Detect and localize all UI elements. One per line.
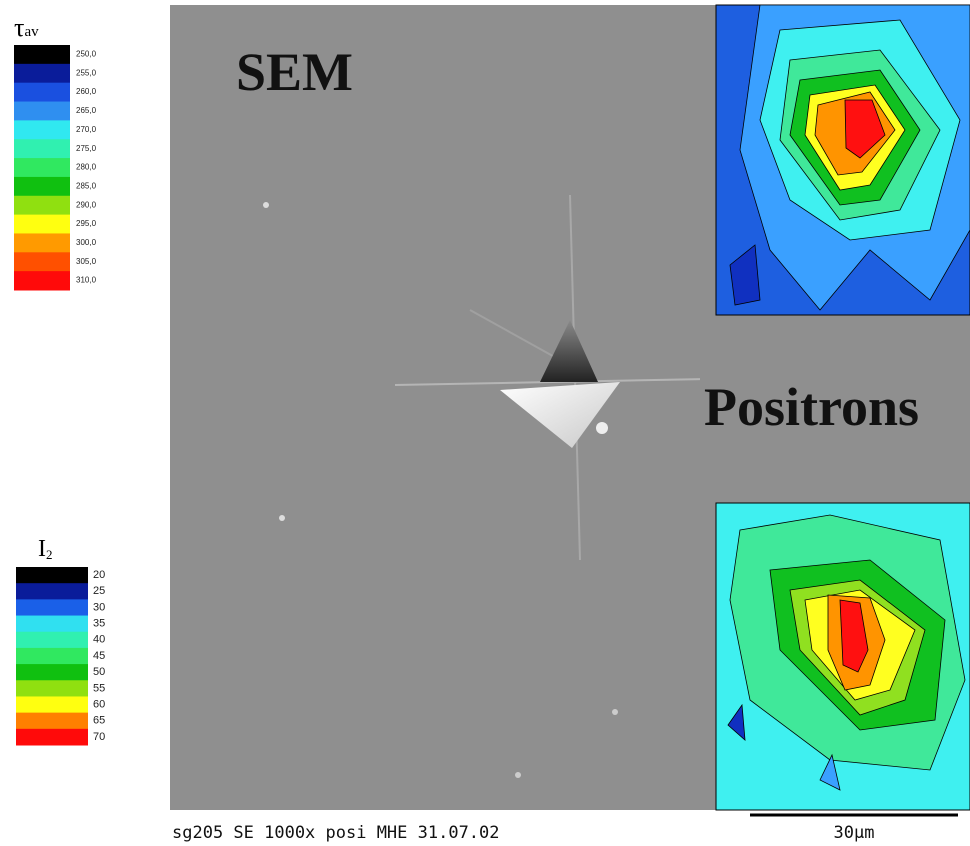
legend-label: 310,0	[76, 276, 97, 285]
legend-title: τav	[14, 13, 39, 42]
caption-scale: 30µm	[834, 823, 875, 843]
legend-swatch	[16, 713, 88, 730]
legend-label: 40	[93, 634, 105, 646]
legend-swatch	[16, 599, 88, 616]
legend-swatch	[14, 158, 70, 177]
legend-label: 285,0	[76, 181, 97, 190]
legend-swatch	[14, 45, 70, 64]
legend-label: 260,0	[76, 87, 97, 96]
legend-symbol: I	[38, 536, 46, 562]
legend-swatch	[16, 616, 88, 633]
caption-info: sg205 SE 1000x posi MHE 31.07.02	[172, 823, 500, 843]
legend-swatch	[16, 680, 88, 697]
legend-label: 50	[93, 666, 105, 678]
legend-label: 295,0	[76, 219, 97, 228]
legend-swatch	[14, 271, 70, 290]
legend-label: 55	[93, 682, 105, 694]
legend-swatch	[16, 648, 88, 665]
contour-map-bottom	[716, 503, 970, 810]
legend-swatch	[16, 664, 88, 681]
legend-label: 60	[93, 698, 105, 710]
legend-swatch	[14, 252, 70, 271]
legend-swatch	[14, 139, 70, 158]
legend-label: 35	[93, 618, 105, 630]
legend-label: 30	[93, 601, 105, 613]
legend-swatch	[16, 632, 88, 649]
legend-title: I2	[38, 536, 53, 562]
legend-label: 305,0	[76, 257, 97, 266]
legend-label: 265,0	[76, 106, 97, 115]
legend-swatch	[14, 64, 70, 83]
legend-swatch	[14, 233, 70, 252]
legend-subscript: av	[24, 24, 39, 40]
sem-label: SEM	[236, 42, 353, 102]
legend-label: 255,0	[76, 68, 97, 77]
legend-swatch	[16, 696, 88, 713]
legend-swatch	[14, 215, 70, 234]
page: {"legends": [ {"symbol": "τ", "subscript…	[0, 0, 970, 846]
legend-label: 70	[93, 731, 105, 743]
legend-label: 300,0	[76, 238, 97, 247]
legend-swatch	[16, 583, 88, 600]
legend-label: 45	[93, 650, 105, 662]
maps-label: Positrons	[704, 377, 919, 437]
legend-swatch	[14, 102, 70, 121]
figure: SEM Positrons sg205 SE 1000x posi MHE 31…	[0, 0, 970, 846]
legend-swatch	[16, 567, 88, 584]
contour-map-top	[716, 5, 970, 315]
legend-label: 25	[93, 585, 105, 597]
legend-label: 275,0	[76, 144, 97, 153]
legend-swatch	[14, 120, 70, 139]
legend-label: 290,0	[76, 200, 97, 209]
legend-label: 65	[93, 715, 105, 727]
legend-symbol: τ	[14, 13, 24, 42]
legend-swatch	[14, 196, 70, 215]
legend-label: 20	[93, 569, 105, 581]
legend-swatch	[14, 83, 70, 102]
legend-swatch	[14, 177, 70, 196]
legend-subscript: 2	[46, 547, 53, 562]
legend-label: 270,0	[76, 125, 97, 134]
legend-label: 250,0	[76, 50, 97, 59]
legend-label: 280,0	[76, 163, 97, 172]
legend-swatch	[16, 729, 88, 746]
